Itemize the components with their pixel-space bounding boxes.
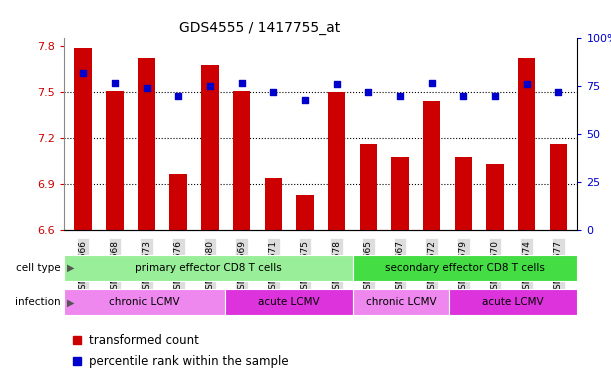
Text: infection: infection: [15, 297, 61, 308]
Text: percentile rank within the sample: percentile rank within the sample: [89, 355, 288, 368]
Text: transformed count: transformed count: [89, 334, 199, 347]
Point: [554, 89, 563, 95]
Bar: [550, 144, 567, 230]
Text: ▶: ▶: [67, 297, 75, 308]
Point: [395, 93, 405, 99]
FancyBboxPatch shape: [353, 255, 577, 281]
Point: [300, 97, 310, 103]
Bar: [455, 157, 472, 230]
Bar: [265, 178, 282, 230]
FancyBboxPatch shape: [353, 290, 449, 315]
Text: chronic LCMV: chronic LCMV: [365, 297, 436, 308]
Point: [522, 81, 532, 88]
Bar: [486, 164, 503, 230]
Bar: [75, 48, 92, 230]
Bar: [423, 101, 441, 230]
Bar: [138, 58, 155, 230]
Point: [458, 93, 468, 99]
Text: ▶: ▶: [67, 263, 75, 273]
Text: primary effector CD8 T cells: primary effector CD8 T cells: [135, 263, 282, 273]
Text: cell type: cell type: [16, 263, 61, 273]
Point: [426, 79, 436, 86]
Bar: [328, 92, 345, 230]
Point: [490, 93, 500, 99]
Bar: [296, 195, 313, 230]
Text: acute LCMV: acute LCMV: [258, 297, 320, 308]
Bar: [201, 65, 219, 230]
Point: [174, 93, 183, 99]
Bar: [518, 58, 535, 230]
Bar: [233, 91, 251, 230]
Bar: [106, 91, 123, 230]
FancyBboxPatch shape: [225, 290, 353, 315]
Point: [236, 79, 246, 86]
Point: [110, 79, 120, 86]
Bar: [169, 174, 187, 230]
Point: [205, 83, 215, 89]
Point: [332, 81, 342, 88]
FancyBboxPatch shape: [64, 290, 225, 315]
FancyBboxPatch shape: [64, 255, 353, 281]
Bar: [360, 144, 377, 230]
Title: GDS4555 / 1417755_at: GDS4555 / 1417755_at: [178, 21, 340, 35]
Point: [268, 89, 278, 95]
FancyBboxPatch shape: [449, 290, 577, 315]
Point: [142, 85, 152, 91]
Point: [78, 70, 88, 76]
Text: acute LCMV: acute LCMV: [483, 297, 544, 308]
Text: chronic LCMV: chronic LCMV: [109, 297, 180, 308]
Bar: [391, 157, 409, 230]
Point: [364, 89, 373, 95]
Text: secondary effector CD8 T cells: secondary effector CD8 T cells: [385, 263, 545, 273]
